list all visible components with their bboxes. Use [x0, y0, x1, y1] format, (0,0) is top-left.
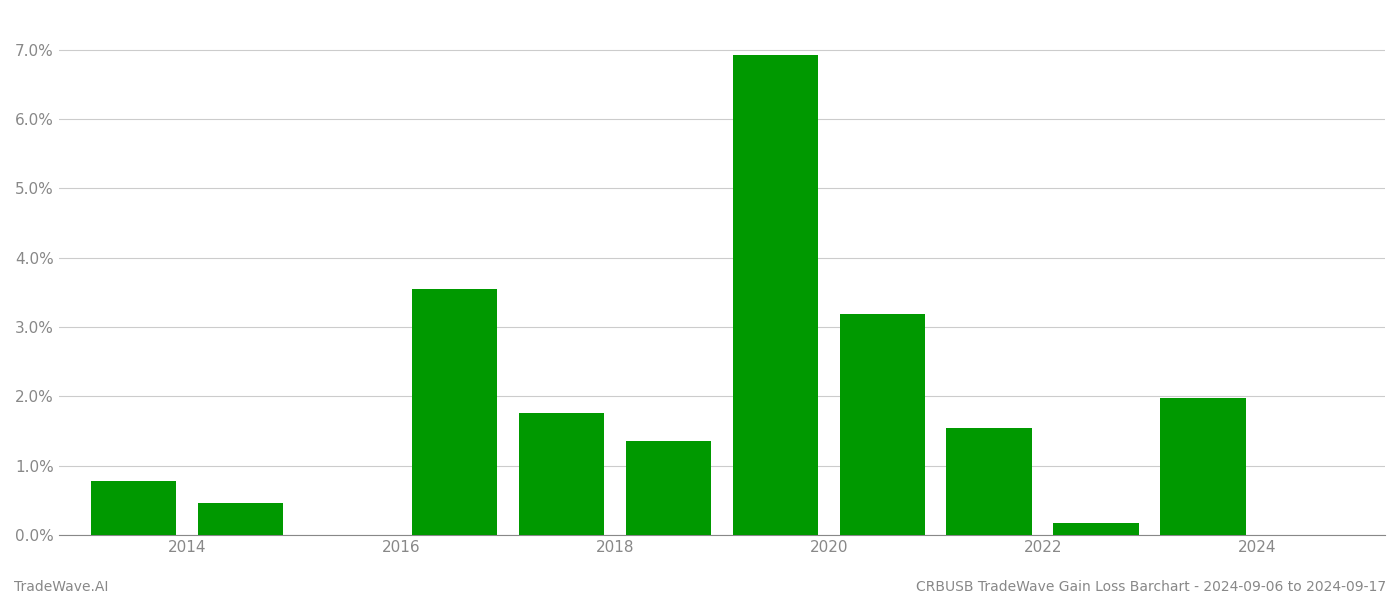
Text: CRBUSB TradeWave Gain Loss Barchart - 2024-09-06 to 2024-09-17: CRBUSB TradeWave Gain Loss Barchart - 20…	[916, 580, 1386, 594]
Bar	[732, 55, 818, 535]
Bar	[946, 428, 1032, 535]
Bar	[412, 289, 497, 535]
Bar	[626, 441, 711, 535]
Bar	[91, 481, 176, 535]
Bar	[197, 503, 283, 535]
Bar	[518, 413, 605, 535]
Bar	[1053, 523, 1140, 535]
Bar	[1161, 398, 1246, 535]
Bar	[840, 314, 925, 535]
Text: TradeWave.AI: TradeWave.AI	[14, 580, 108, 594]
